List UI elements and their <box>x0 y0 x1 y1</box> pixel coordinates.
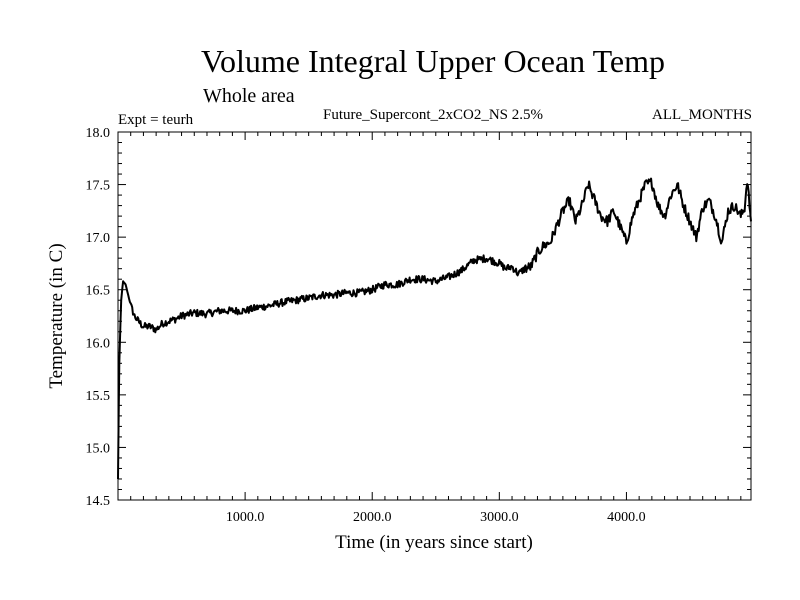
x-tick-label: 2000.0 <box>353 510 392 525</box>
y-tick-label: 17.5 <box>86 179 111 194</box>
x-axis-label: Time (in years since start) <box>335 532 533 553</box>
chart-subtitle: Whole area <box>203 85 295 107</box>
months-label: ALL_MONTHS <box>652 107 752 123</box>
y-tick-label: 16.0 <box>86 336 111 351</box>
y-tick-label: 17.0 <box>86 231 111 246</box>
y-axis-ticks: 14.5 15.0 15.5 16.0 16.5 17.0 17.5 18.0 <box>86 126 751 509</box>
x-axis-ticks: 1000.0 2000.0 3000.0 4000.0 <box>117 132 742 525</box>
y-tick-label: 15.5 <box>86 389 111 404</box>
y-tick-label: 14.5 <box>86 494 111 509</box>
y-tick-label: 18.0 <box>86 126 111 141</box>
x-tick-label: 4000.0 <box>607 510 646 525</box>
y-tick-label: 16.5 <box>86 284 111 299</box>
plot-frame <box>117 131 752 501</box>
series-line <box>117 177 752 480</box>
x-tick-label: 1000.0 <box>226 510 265 525</box>
y-axis-label: Temperature (in C) <box>46 243 67 388</box>
x-tick-label: 3000.0 <box>480 510 519 525</box>
chart-title: Volume Integral Upper Ocean Temp <box>201 43 665 79</box>
expt-label: Expt = teurh <box>118 112 194 128</box>
y-tick-label: 15.0 <box>86 441 111 456</box>
run-label: Future_Supercont_2xCO2_NS 2.5% <box>323 107 543 123</box>
